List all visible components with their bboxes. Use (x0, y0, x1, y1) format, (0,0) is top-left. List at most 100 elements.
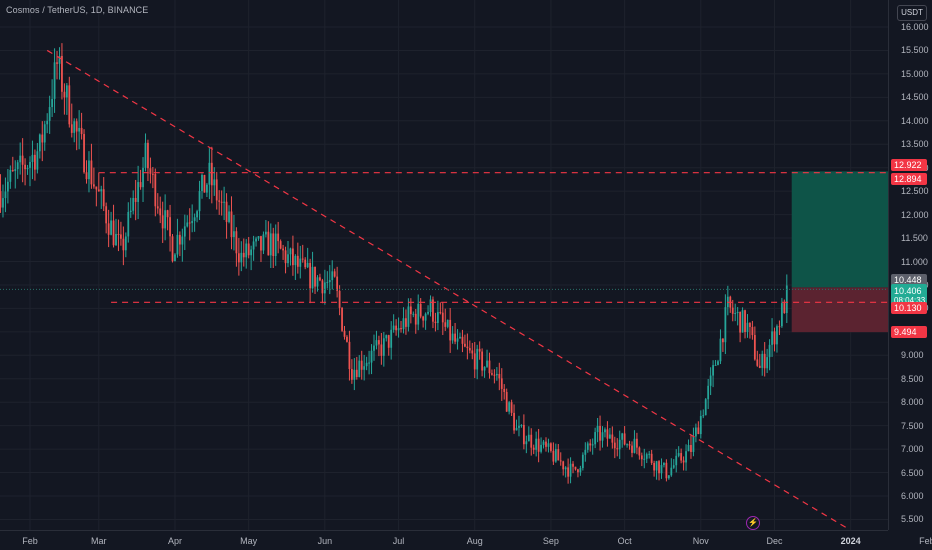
candle-body (137, 182, 140, 202)
candle-body (242, 252, 245, 258)
candle-body (749, 322, 751, 327)
candle-body (287, 254, 289, 264)
candle-body (169, 217, 171, 237)
candle-body (515, 427, 518, 431)
price-tick-label: 9.000 (901, 350, 924, 361)
candle-body (439, 312, 442, 314)
currency-badge[interactable]: USDT (897, 5, 927, 21)
candle-body (365, 362, 368, 367)
candle-body (687, 445, 690, 452)
target-zone[interactable] (791, 171, 888, 288)
candle-body (85, 172, 88, 180)
candle-body (117, 233, 120, 235)
candle-body (427, 311, 429, 314)
candle-body (722, 338, 724, 343)
candle-body (451, 333, 454, 341)
candle-body (392, 325, 395, 330)
candle-body (368, 362, 370, 364)
candle-body (483, 366, 486, 371)
support-tag: 10.130 (891, 302, 927, 315)
candle-body (569, 463, 572, 477)
candle-body (53, 62, 56, 99)
candle-body (311, 266, 314, 289)
candle-body (611, 434, 614, 443)
candle-body (758, 365, 761, 368)
candle-body (468, 348, 471, 351)
candle-body (333, 271, 336, 277)
candle-body (478, 348, 481, 352)
candle-body (206, 184, 208, 193)
candle-body (658, 461, 660, 474)
candle-body (522, 424, 525, 445)
candle-body (370, 350, 373, 363)
candle-body (16, 162, 19, 170)
candle-body (444, 322, 447, 327)
long-position-tool[interactable] (791, 171, 888, 333)
candle-body (255, 238, 257, 242)
candle-body (260, 236, 262, 251)
candle-body (14, 169, 17, 171)
candle-body (434, 321, 437, 323)
candle-body (203, 174, 206, 193)
candle-body (645, 454, 648, 459)
candle-body (493, 374, 496, 376)
price-tick-label: 16.000 (901, 22, 929, 32)
candle-body (314, 266, 316, 287)
candle-body (432, 299, 434, 322)
candle-body (46, 120, 49, 125)
price-tick-label: 12.000 (901, 209, 929, 220)
candle-body (395, 325, 398, 331)
time-tick-label: Jul (392, 536, 405, 546)
candle-body (495, 373, 498, 376)
drawing-lines[interactable] (0, 49, 888, 530)
candle-body (186, 222, 189, 227)
lightning-icon[interactable]: ⚡ (746, 516, 760, 530)
stop-loss-tag: 9.494 (891, 326, 927, 339)
time-tick-label: Oct (617, 536, 632, 546)
candle-body (112, 220, 115, 246)
candle-body (719, 338, 722, 362)
candle-body (149, 168, 152, 174)
candle-body (618, 439, 621, 450)
candle-body (188, 222, 191, 224)
candle-body (527, 434, 530, 442)
candle-body (122, 238, 125, 251)
candle-body (518, 425, 520, 428)
stop-zone[interactable] (791, 287, 888, 333)
candle-body (181, 236, 184, 245)
candle-body (604, 429, 606, 433)
symbol-title[interactable]: Cosmos / TetherUS, 1D, BINANCE (6, 5, 149, 15)
candle-body (694, 427, 697, 437)
candle-body (449, 319, 452, 341)
candle-body (193, 217, 196, 221)
candle-body (707, 385, 710, 400)
price-axis[interactable]: USDT 16.000 15.500 15.000 14.500 14.000 13.50… (888, 0, 932, 530)
candle-body (456, 338, 459, 342)
candle-body (272, 233, 275, 257)
candle-body (390, 329, 393, 348)
candle-body (655, 461, 658, 471)
candle-body (56, 62, 58, 64)
price-tick-label: 7.000 (901, 444, 924, 455)
chart-canvas[interactable]: Cosmos / TetherUS, 1D, BINANCE ⚡ (0, 0, 888, 530)
candle-body (714, 364, 717, 366)
time-axis[interactable]: Feb Mar Apr May Jun Jul Aug Sep Oct Nov Dec 2024 Feb (0, 530, 932, 550)
candle-body (584, 449, 587, 455)
candle-body (240, 252, 243, 263)
candle-body (218, 200, 221, 202)
candle-body (171, 236, 174, 262)
candle-body (228, 211, 230, 222)
candlestick-chart[interactable] (0, 0, 888, 530)
candle-body (599, 425, 601, 441)
candle-body (564, 467, 567, 470)
candle-body (183, 226, 186, 237)
candle-body (166, 210, 169, 218)
candle-body (151, 173, 154, 175)
candle-body (677, 453, 680, 456)
price-tick-label: 14.500 (901, 92, 929, 103)
candle-body (778, 326, 781, 328)
candle-body (306, 262, 309, 268)
candle-body (132, 198, 135, 211)
candle-body (269, 233, 272, 256)
candle-body (9, 170, 12, 182)
